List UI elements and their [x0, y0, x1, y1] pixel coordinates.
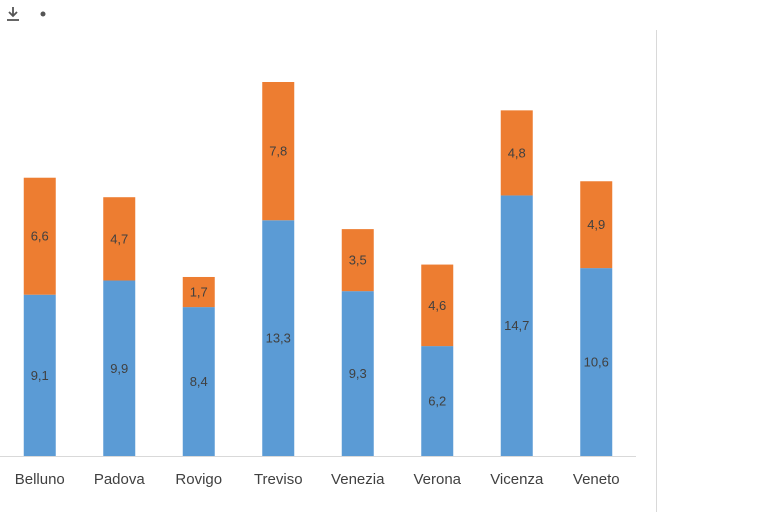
- bar-segment-2-padova: [103, 197, 136, 281]
- bars-layer: 9,1 6,6 9,9 4,7 8,4 1,7 13,3 7,8 9,3 3,5 6,2 4,6 14,…: [23, 82, 613, 456]
- data-label-1-rovigo: 8,4: [190, 374, 208, 389]
- data-label-1-verona: 6,2: [428, 394, 446, 409]
- dot-icon[interactable]: [34, 5, 52, 23]
- bar-segment-1-rovigo: [182, 307, 215, 456]
- bar-segment-2-vicenza: [500, 110, 533, 196]
- category-label-verona: Verona: [413, 471, 461, 488]
- bar-segment-1-treviso: [262, 220, 295, 456]
- toolbar: [4, 4, 52, 24]
- bar-segment-1-venezia: [341, 291, 374, 456]
- category-label-veneto: Veneto: [573, 471, 620, 488]
- data-label-1-veneto: 10,6: [584, 355, 609, 370]
- data-label-2-rovigo: 1,7: [190, 285, 208, 300]
- bar-segment-2-treviso: [262, 82, 295, 221]
- bar-segment-1-vicenza: [500, 195, 533, 456]
- category-label-treviso: Treviso: [254, 471, 303, 488]
- bar-segment-1-verona: [421, 346, 454, 456]
- category-label-padova: Padova: [94, 471, 146, 488]
- data-label-1-vicenza: 14,7: [504, 318, 529, 333]
- bar-segment-2-belluno: [23, 177, 56, 295]
- data-label-2-veneto: 4,9: [587, 217, 605, 232]
- data-label-1-treviso: 13,3: [266, 331, 291, 346]
- bar-segment-2-rovigo: [182, 276, 215, 308]
- panel-divider: [656, 30, 657, 512]
- category-label-belluno: Belluno: [15, 471, 65, 488]
- category-labels: Belluno Padova Rovigo Treviso Venezia Verona V…: [15, 471, 620, 488]
- bar-segment-1-belluno: [23, 294, 56, 456]
- data-label-1-padova: 9,9: [110, 361, 128, 376]
- category-label-rovigo: Rovigo: [175, 471, 222, 488]
- bar-segment-2-verona: [421, 264, 454, 347]
- data-label-1-belluno: 9,1: [31, 368, 49, 383]
- bar-segment-1-padova: [103, 280, 136, 456]
- bar-segment-2-venezia: [341, 229, 374, 292]
- bar-segment-2-veneto: [580, 181, 613, 269]
- download-icon[interactable]: [4, 5, 22, 23]
- data-label-2-verona: 4,6: [428, 298, 446, 313]
- data-label-2-belluno: 6,6: [31, 229, 49, 244]
- data-label-2-padova: 4,7: [110, 231, 128, 246]
- category-label-venezia: Venezia: [331, 471, 385, 488]
- data-label-2-vicenza: 4,8: [508, 145, 526, 160]
- data-label-2-treviso: 7,8: [269, 144, 287, 159]
- category-label-vicenza: Vicenza: [490, 471, 544, 488]
- bar-segment-1-veneto: [580, 268, 613, 456]
- data-label-2-venezia: 3,5: [349, 253, 367, 268]
- data-label-1-venezia: 9,3: [349, 366, 367, 381]
